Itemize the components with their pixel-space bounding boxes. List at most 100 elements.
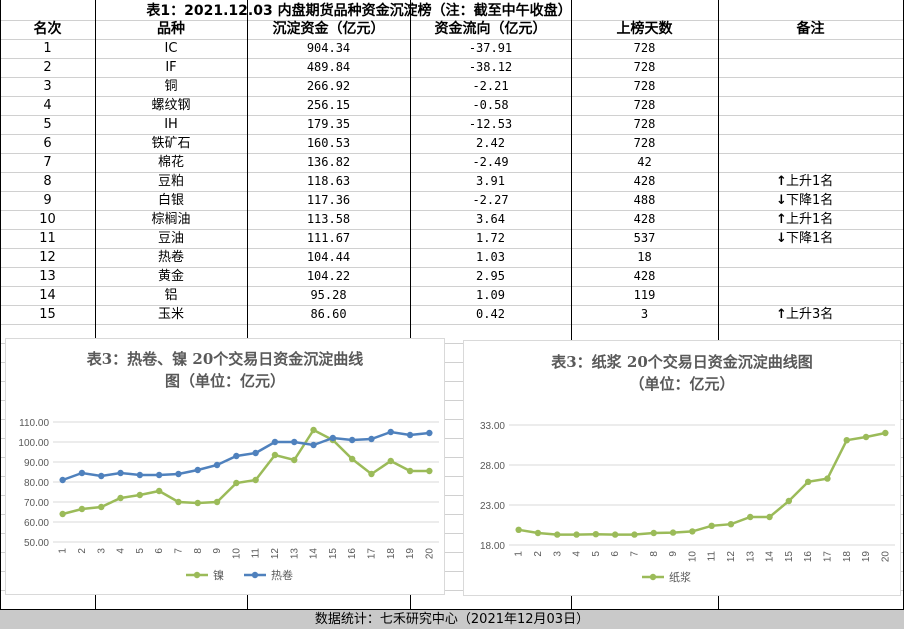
cell-flow: 1.03: [476, 250, 505, 264]
cell-note: ↑上升1名: [718, 172, 904, 191]
chart1-title-line1: 表3：热卷、镍 20个交易日资金沉淀曲线: [86, 350, 364, 368]
x-tick-label: 1: [514, 551, 525, 557]
row-border: [0, 381, 904, 382]
x-tick-label: 7: [629, 551, 640, 557]
data-point: [194, 466, 201, 474]
x-tick-label: 20: [880, 551, 891, 563]
row-border: [0, 286, 904, 287]
cell-rank: 10: [39, 212, 56, 227]
row-border: [0, 153, 904, 154]
row-border: [0, 39, 904, 40]
trend-arrow-icon: ↓: [776, 193, 787, 208]
cell-flow: 2.42: [476, 136, 505, 150]
cell-days: 537: [633, 231, 656, 245]
cell-days: 728: [633, 79, 656, 93]
row-border: [0, 590, 904, 591]
x-tick-label: 12: [726, 551, 737, 563]
data-point: [515, 526, 522, 533]
data-point: [155, 487, 163, 495]
x-tick-label: 17: [366, 548, 377, 560]
cell-flow: 1.72: [476, 231, 505, 245]
chart-hot-coil-nickel: 表3：热卷、镍 20个交易日资金沉淀曲线 图（单位：亿元） 50.00 60.00…: [5, 338, 445, 595]
cell-rank: 9: [43, 193, 52, 208]
cell-flow: -0.58: [472, 98, 509, 112]
data-point: [291, 456, 298, 464]
cell-days: 428: [633, 174, 656, 188]
data-point: [136, 471, 144, 479]
cell-fund: 113.58: [306, 212, 351, 226]
cell-rank: 11: [39, 231, 56, 246]
legend-swatch-marker: [251, 571, 259, 579]
cell-fund: 136.82: [306, 155, 351, 169]
data-point: [650, 529, 657, 537]
cell-flow: -38.12: [468, 60, 513, 74]
data-point: [689, 528, 696, 535]
legend-swatch-marker: [649, 573, 657, 581]
x-tick-label: 16: [347, 548, 358, 560]
data-point: [59, 476, 66, 484]
data-point: [554, 531, 561, 538]
data-point: [233, 479, 240, 487]
cell-name: 棕榈油: [151, 212, 191, 227]
row-border: [0, 571, 904, 572]
row-border: [0, 457, 904, 458]
data-point: [669, 529, 677, 536]
trend-arrow-icon: ↑: [776, 212, 787, 227]
data-point: [348, 436, 356, 444]
cell-note: [718, 286, 904, 305]
column-border: [95, 0, 96, 628]
data-point: [155, 471, 163, 479]
x-tick-label: 7: [173, 548, 184, 554]
x-tick-label: 4: [116, 548, 127, 554]
data-point: [117, 494, 124, 502]
header-variety: 品种: [157, 21, 185, 37]
cell-name: 棉花: [157, 155, 184, 170]
header-days: 上榜天数: [616, 21, 673, 37]
data-point: [78, 505, 86, 513]
header-flow: 资金流向（亿元）: [434, 21, 547, 37]
row-border: [0, 77, 904, 78]
data-point: [59, 510, 66, 518]
data-point: [824, 475, 831, 482]
cell-days: 488: [633, 193, 656, 207]
cell-note: [718, 153, 904, 172]
y-tick-label: 80.00: [24, 478, 49, 489]
cell-rank: 6: [43, 136, 52, 151]
y-tick-label: 110.00: [19, 418, 49, 429]
header-rank: 名次: [33, 21, 62, 37]
column-border: [247, 0, 248, 628]
data-point: [329, 434, 337, 442]
cell-flow: -2.27: [472, 193, 509, 207]
header-note: 备注: [796, 21, 825, 37]
cell-name: IH: [164, 117, 178, 132]
row-border: [0, 20, 904, 21]
row-border: [0, 476, 904, 477]
y-tick-label: 23.00: [480, 501, 505, 512]
data-point: [310, 426, 317, 434]
data-point: [368, 470, 375, 478]
x-tick-label: 1: [58, 548, 69, 554]
data-point: [631, 531, 638, 538]
cell-note: [718, 58, 904, 77]
cell-flow: 2.95: [476, 269, 505, 283]
data-point: [271, 451, 279, 459]
cell-note: ↑上升3名: [718, 305, 904, 324]
cell-days: 728: [633, 41, 656, 55]
cell-flow: -2.49: [472, 155, 509, 169]
cell-note: [718, 96, 904, 115]
cell-name: 螺纹钢: [151, 98, 191, 113]
cell-rank: 7: [43, 155, 52, 170]
cell-fund: 256.15: [306, 98, 351, 112]
data-point: [136, 491, 144, 499]
data-point: [271, 438, 279, 446]
row-border: [0, 400, 904, 401]
x-tick-label: 11: [707, 551, 718, 562]
x-tick-label: 12: [270, 548, 281, 560]
data-point: [387, 457, 394, 465]
cell-name: 热卷: [157, 250, 184, 265]
row-border: [0, 58, 904, 59]
data-point: [426, 467, 433, 475]
row-border: [0, 495, 904, 496]
x-tick-label: 18: [842, 551, 853, 563]
